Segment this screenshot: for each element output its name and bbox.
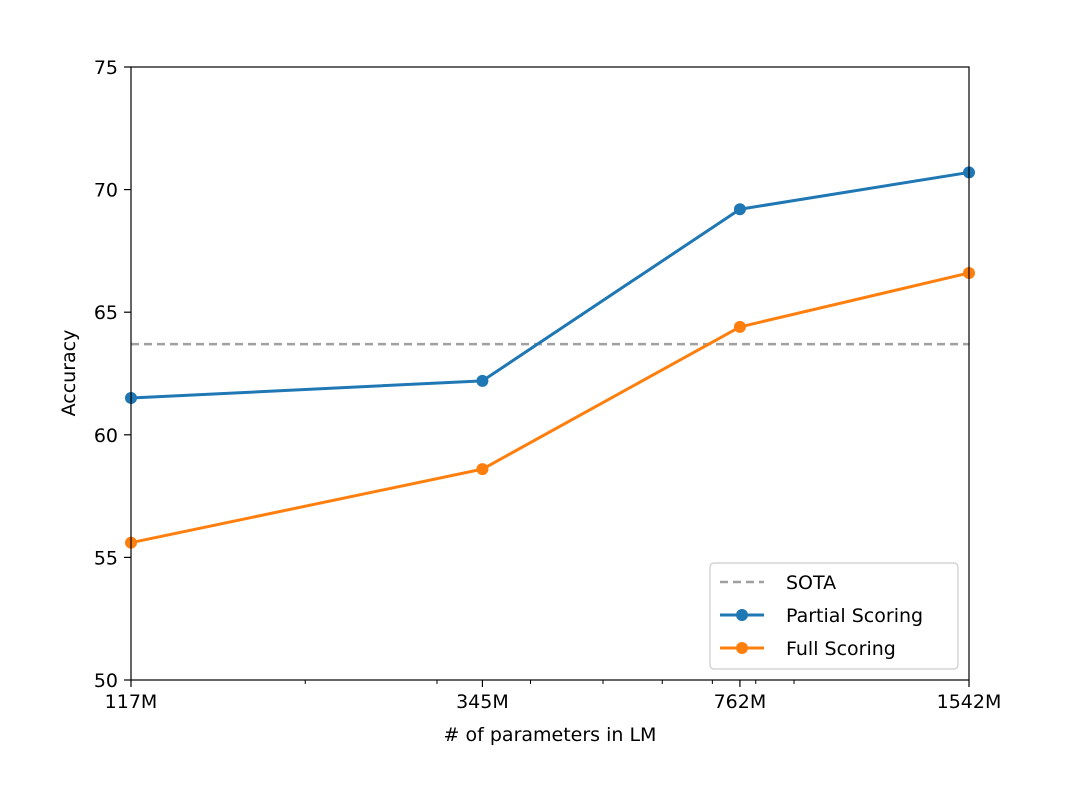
y-tick-label-3: 65 — [94, 302, 118, 324]
series-layer — [125, 166, 975, 549]
data-point-full-scoring-2 — [733, 320, 746, 333]
x-tick-label-3: 1542M — [937, 691, 1002, 713]
legend-marker-full — [736, 642, 748, 654]
legend-label-full: Full Scoring — [786, 638, 896, 660]
x-tick-label-2: 762M — [714, 691, 767, 713]
data-point-partial-scoring-1 — [476, 374, 489, 387]
legend-box — [709, 562, 959, 670]
plot-frame — [130, 66, 970, 681]
axes: 50 55 60 65 70 75 117M 345M 762M 1542M — [94, 57, 1002, 713]
legend-label-partial: Partial Scoring — [786, 605, 923, 627]
y-tick-label-2: 60 — [94, 425, 118, 447]
series-line-partial-scoring — [130, 170, 970, 400]
legend: SOTA Partial Scoring Full Scoring — [709, 562, 959, 670]
series-line-full-scoring — [130, 271, 970, 545]
y-tick-label-5: 75 — [94, 57, 118, 79]
data-point-full-scoring-1 — [476, 463, 489, 476]
legend-label-sota: SOTA — [786, 572, 836, 594]
x-axis-title: # of parameters in LM — [444, 724, 657, 746]
x-tick-label-0: 117M — [105, 691, 158, 713]
y-axis-title: Accuracy — [58, 330, 80, 417]
y-tick-label-0: 50 — [94, 670, 118, 692]
legend-marker-partial — [736, 609, 748, 621]
x-tick-label-1: 345M — [456, 691, 509, 713]
data-point-partial-scoring-2 — [733, 203, 746, 216]
y-tick-label-4: 70 — [94, 180, 118, 202]
y-tick-label-1: 55 — [94, 547, 118, 569]
